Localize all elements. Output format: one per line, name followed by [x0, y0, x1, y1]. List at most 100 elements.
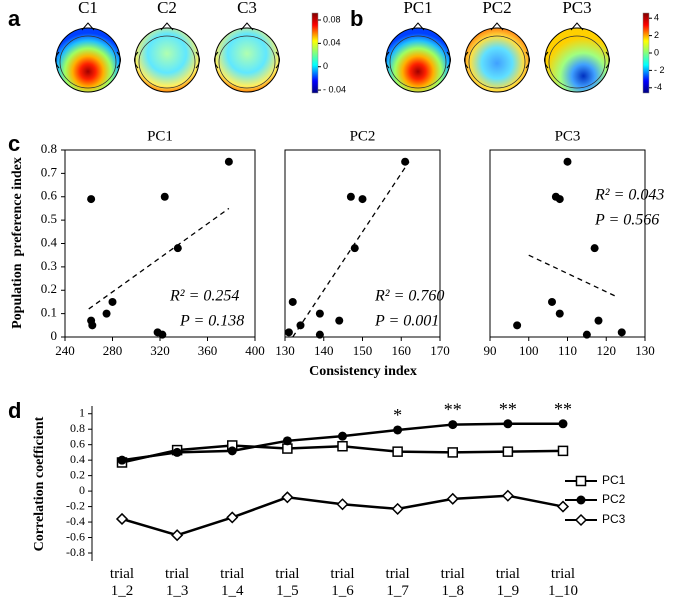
x-tick-label: 160: [392, 343, 412, 358]
data-point: [281, 491, 294, 504]
map-title: C2: [157, 0, 177, 17]
x-axis-label: Consistency index: [309, 364, 417, 379]
scatter-point: [315, 309, 324, 318]
scatter-point: [582, 330, 591, 339]
map-title: PC3: [562, 0, 591, 17]
data-point: [503, 419, 513, 429]
colorbar-tick-label: 0: [654, 47, 659, 57]
annotation: P = 0.566: [594, 212, 659, 229]
data-point: [171, 529, 184, 542]
scatter-point: [513, 321, 522, 330]
head-outline: [59, 35, 117, 89]
annotation: R² = 0.043: [594, 187, 664, 204]
x-tick-label: 100: [519, 343, 539, 358]
x-tick-label: trial 1_4: [220, 566, 245, 599]
x-tick-label: 320: [150, 343, 170, 358]
head-outline: [55, 22, 121, 69]
significance: *: [393, 405, 402, 425]
scatter-point: [224, 157, 233, 166]
subplot-title: PC1: [147, 128, 173, 144]
colorbar-tick-label: 2: [654, 30, 659, 40]
y-tick-label: -0.2: [66, 498, 85, 512]
scatter-point: [108, 297, 117, 306]
colorbar: [311, 12, 319, 94]
x-tick-label: 280: [103, 343, 123, 358]
legend-label: PC1: [602, 473, 626, 487]
legend-marker: [575, 475, 587, 487]
data-point: [282, 436, 292, 446]
scatter-point: [555, 309, 564, 318]
y-tick-label: 0: [51, 328, 58, 343]
scatter-point: [555, 195, 564, 204]
trendline: [292, 161, 410, 338]
x-tick-label: 150: [353, 343, 373, 358]
head-outline: [548, 35, 606, 89]
y-tick-label: 0.6: [70, 436, 85, 450]
panel-label: b: [350, 6, 363, 31]
y-tick-label: 1: [79, 405, 85, 419]
y-tick-label: 0.3: [41, 258, 57, 273]
trendline: [528, 254, 619, 298]
annotation: P = 0.138: [179, 313, 244, 330]
scatter-point: [563, 157, 572, 166]
legend-label: PC3: [602, 512, 626, 526]
panel-label: a: [8, 6, 21, 31]
significance: **: [554, 399, 572, 419]
y-tick-label: 0.6: [41, 188, 58, 203]
x-tick-label: 360: [198, 343, 218, 358]
x-tick-label: 400: [245, 343, 265, 358]
scatter-point: [296, 321, 305, 330]
x-tick-label: trial 1_7: [385, 566, 410, 599]
scatter-point: [87, 195, 96, 204]
colorbar-tick-label: -4: [654, 82, 662, 92]
scatter-point: [346, 192, 355, 201]
scatter-point: [288, 297, 297, 306]
colorbar-tick-label: 0.08: [323, 14, 341, 24]
topomap: [214, 27, 280, 93]
data-point: [392, 446, 403, 457]
head-outline: [214, 22, 280, 69]
data-point: [226, 511, 239, 524]
topomap: [55, 27, 121, 93]
colorbar-tick-label: 0: [323, 61, 328, 71]
data-point: [117, 455, 127, 465]
y-tick-label: 0.2: [70, 467, 85, 481]
plot-frame: [489, 149, 646, 338]
x-tick-label: trial 1_8: [440, 566, 465, 599]
plot-frame: [284, 149, 441, 338]
scatter-point: [617, 328, 626, 337]
data-point: [558, 419, 568, 429]
data-point: [446, 492, 459, 505]
data-point: [502, 446, 514, 457]
scatter-point: [88, 321, 97, 330]
data-point: [557, 445, 569, 457]
y-tick-label: 0.4: [70, 452, 85, 466]
x-tick-label: trial 1_10: [548, 566, 578, 599]
data-point: [227, 446, 237, 456]
x-tick-label: 90: [484, 343, 497, 358]
head-outline: [218, 35, 276, 89]
data-point: [338, 431, 347, 441]
scatter-point: [594, 316, 603, 325]
y-tick-label: 0.5: [41, 211, 57, 226]
data-point: [115, 512, 129, 526]
x-tick-label: 120: [597, 343, 617, 358]
scatter-point: [160, 192, 169, 201]
legend-marker: [576, 495, 586, 505]
x-tick-label: trial 1_6: [330, 566, 355, 599]
head-outline: [385, 22, 451, 69]
y-tick-label: -0.4: [66, 514, 85, 528]
x-tick-label: trial 1_3: [165, 566, 190, 599]
data-point: [337, 440, 348, 452]
topomap: [544, 27, 610, 93]
data-point: [501, 489, 514, 502]
y-tick-label: 0.2: [41, 281, 57, 296]
data-point: [393, 425, 403, 435]
scatter-point: [548, 297, 556, 306]
head-outline: [138, 35, 196, 89]
x-tick-label: 240: [55, 343, 75, 358]
colorbar-tick-label: - 2: [654, 65, 665, 75]
x-tick-label: trial 1_5: [275, 566, 300, 599]
panel-label: c: [8, 131, 20, 156]
